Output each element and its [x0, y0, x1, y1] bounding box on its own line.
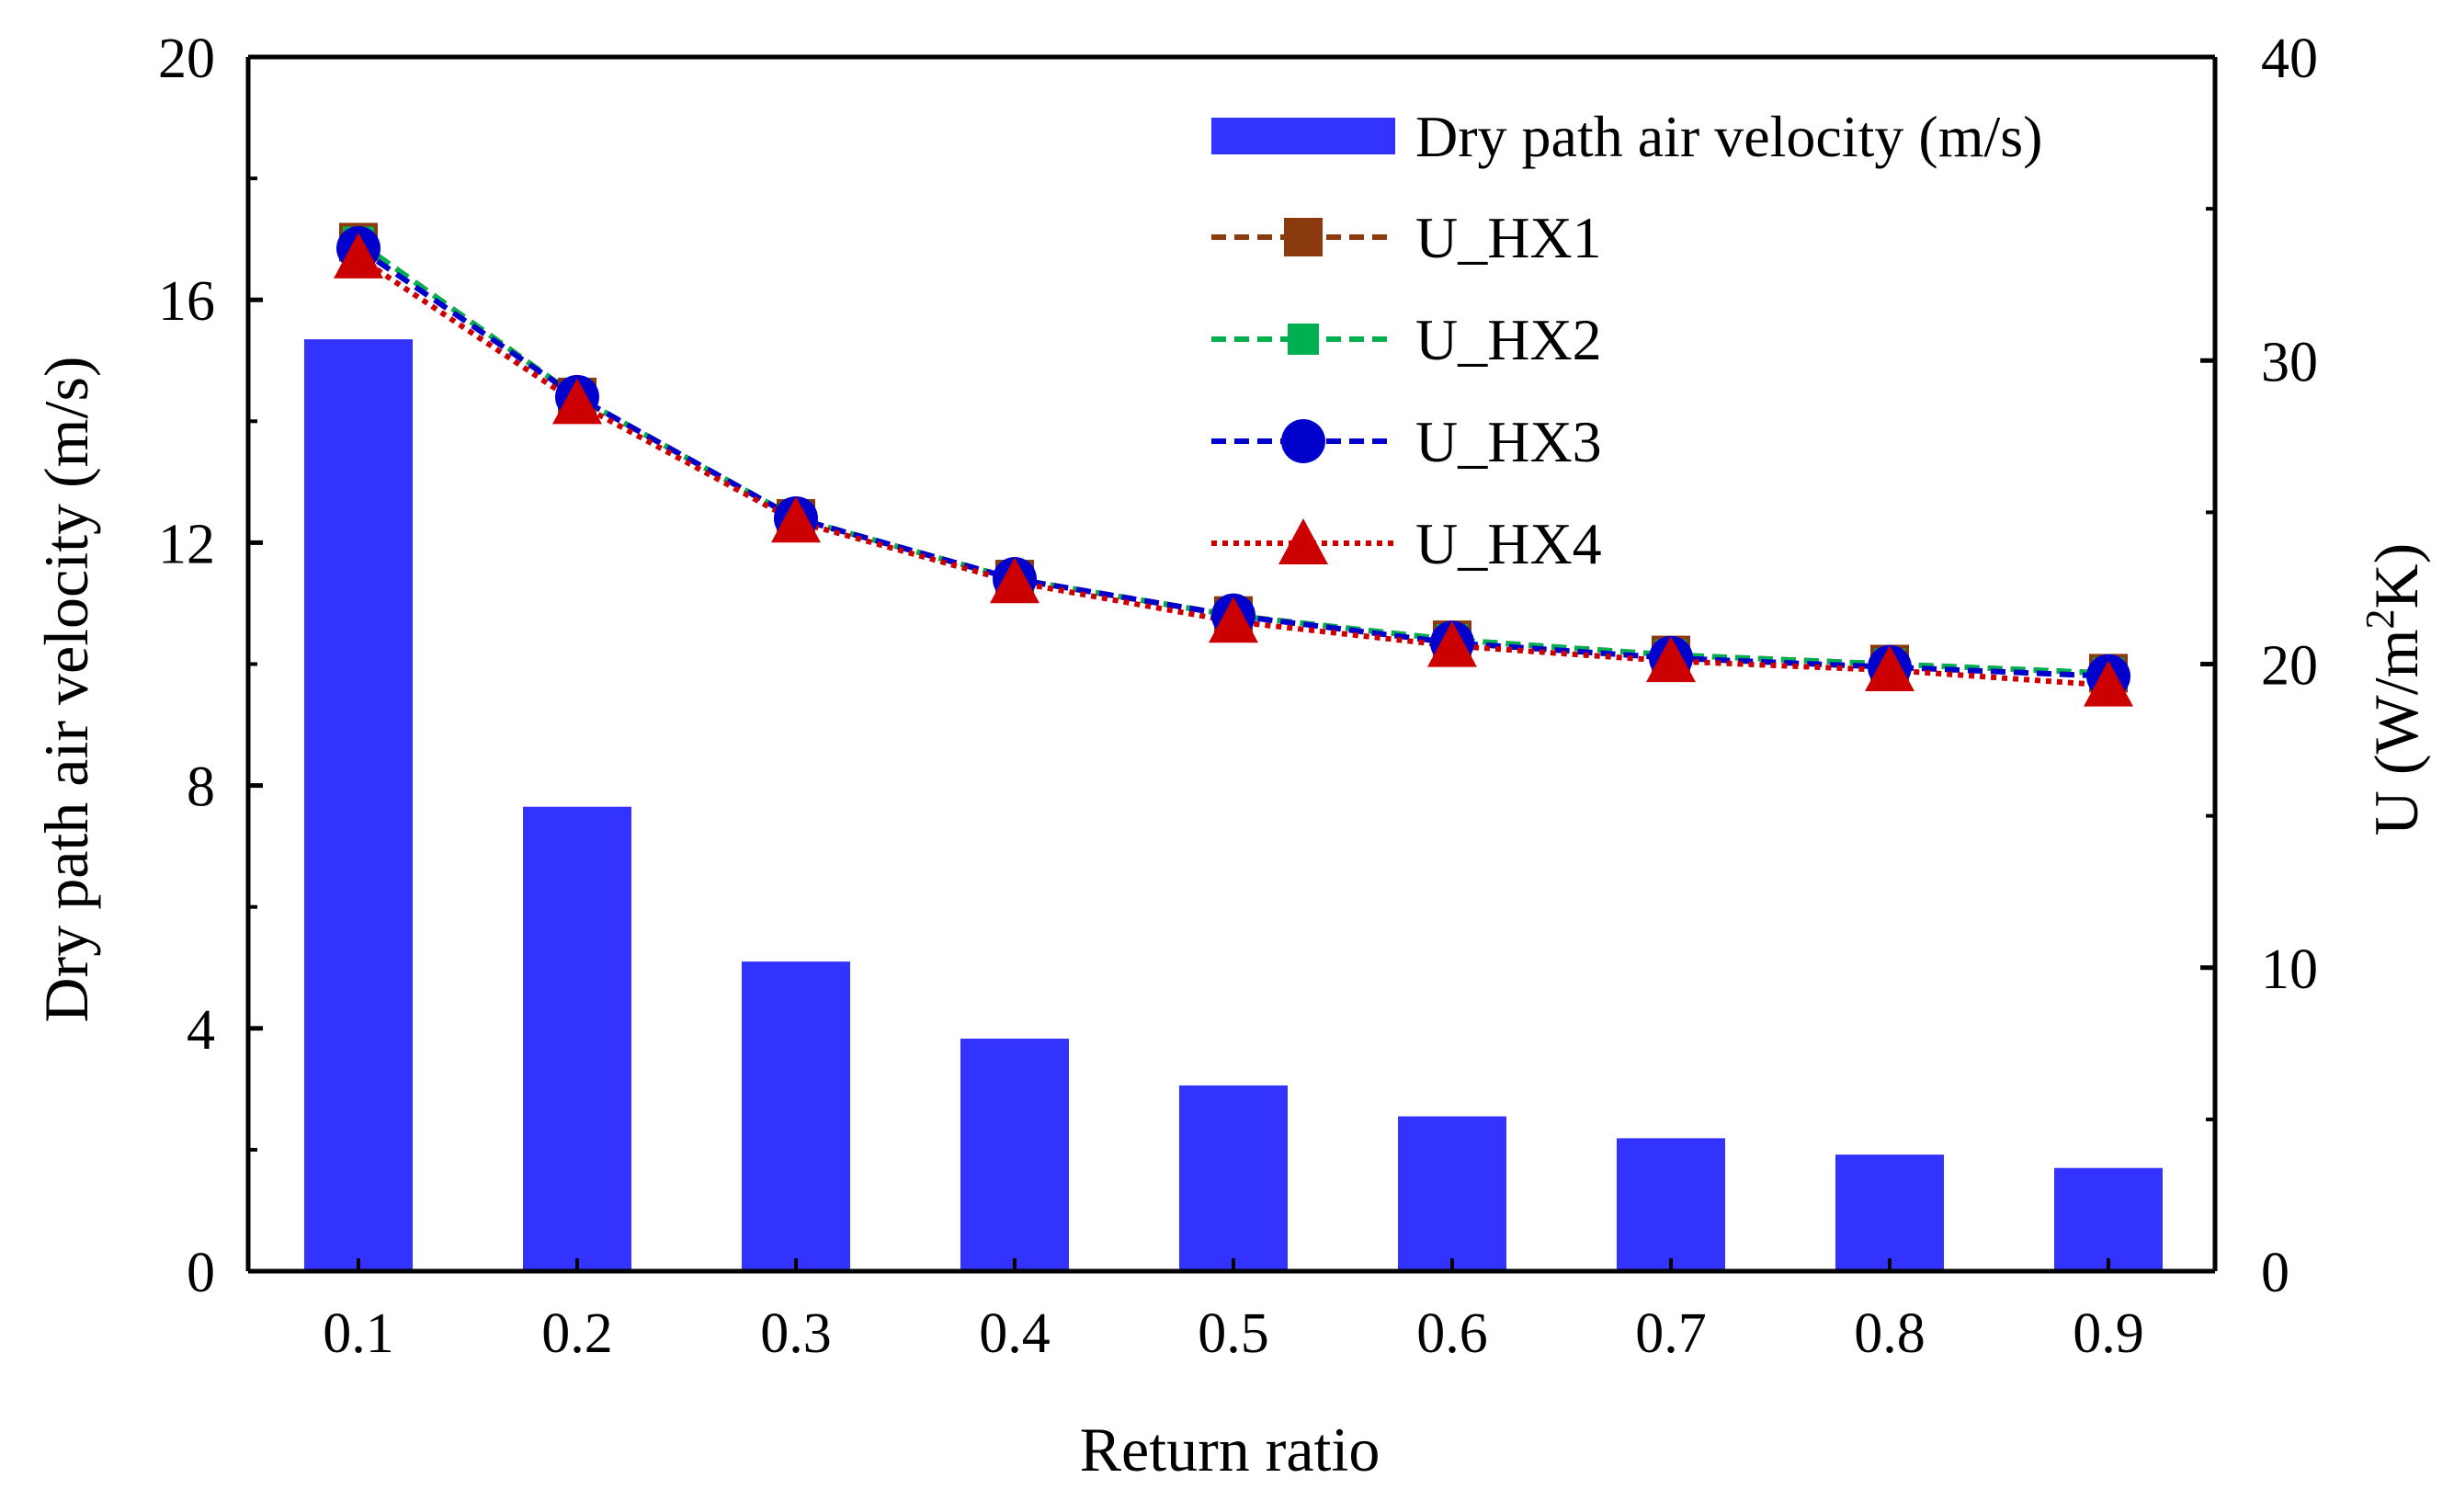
x-tick-label: 0.2 [541, 1302, 613, 1365]
bar [1835, 1154, 1944, 1271]
data-point [990, 557, 1040, 604]
x-tick-label: 0.1 [323, 1302, 394, 1365]
bar [304, 339, 413, 1271]
y-tick-label-right: 20 [2261, 635, 2318, 698]
bar [742, 961, 850, 1271]
y-tick-label-left: 12 [158, 513, 215, 575]
data-point [771, 496, 821, 543]
y-axis-title-left: Dry path air velocity (m/s) [31, 356, 101, 1022]
legend-marker [1284, 218, 1323, 256]
y-tick-label-right: 30 [2261, 331, 2318, 393]
legend-marker [1278, 518, 1328, 564]
y-tick-label-left: 0 [187, 1242, 215, 1304]
bar [2054, 1167, 2163, 1271]
bar [523, 806, 631, 1271]
x-tick-label: 0.5 [1198, 1302, 1269, 1365]
legend-label: U_HX3 [1415, 409, 1602, 474]
ticks: 0 4 8 12 16 20 0 10 20 30 40 0.1 0.2 0.3 0.4 0.5 0.6 0.7 0… [158, 28, 2318, 1365]
legend-label: U_HX2 [1415, 307, 1602, 372]
y-axis-title-right-prefix: U (W/m [2361, 630, 2431, 836]
y-tick-label-left: 8 [187, 756, 215, 819]
x-tick-label: 0.3 [760, 1302, 832, 1365]
y-axis-title-right: U (W/m2K) [2357, 543, 2431, 836]
line-series [334, 222, 2133, 707]
legend-marker [1281, 419, 1325, 463]
legend-label: U_HX4 [1415, 511, 1602, 576]
series-line [357, 245, 2109, 679]
data-point [334, 232, 383, 279]
x-tick-label: 0.6 [1416, 1302, 1488, 1365]
y-tick-label-right: 10 [2261, 938, 2318, 1001]
legend-marker [1288, 324, 1319, 355]
bar [960, 1039, 1069, 1271]
data-point [1646, 636, 1696, 683]
data-point [1209, 597, 1258, 643]
x-tick-label: 0.7 [1635, 1302, 1707, 1365]
y-tick-label-right: 0 [2261, 1242, 2289, 1304]
x-tick-label: 0.9 [2073, 1302, 2144, 1365]
bar [1179, 1085, 1288, 1271]
bar [1617, 1138, 1725, 1271]
x-tick-label: 0.4 [979, 1302, 1051, 1365]
y-axis-title-right-suffix: K) [2361, 543, 2431, 609]
legend-bar-swatch [1211, 118, 1395, 154]
x-tick-label: 0.8 [1854, 1302, 1926, 1365]
y-axis-title-right-sup: 2 [2357, 609, 2403, 630]
data-point [552, 378, 602, 425]
y-tick-label-left: 4 [187, 999, 215, 1062]
x-axis-title: Return ratio [1080, 1415, 1380, 1484]
legend: Dry path air velocity (m/s) U_HX1 U_HX2 U_H… [1211, 104, 2042, 576]
data-point [2084, 660, 2133, 707]
data-point [1427, 620, 1477, 667]
bar [1398, 1116, 1506, 1271]
legend-label: Dry path air velocity (m/s) [1415, 104, 2042, 169]
data-point [1865, 645, 1914, 692]
bar-series [304, 339, 2163, 1271]
y-tick-label-right: 40 [2261, 28, 2318, 90]
legend-label: U_HX1 [1415, 205, 1602, 270]
y-tick-label-left: 16 [158, 270, 215, 333]
y-tick-label-left: 20 [158, 28, 215, 90]
